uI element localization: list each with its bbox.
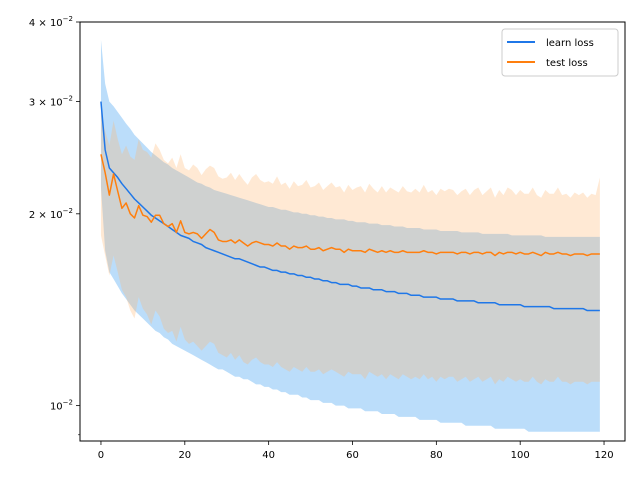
line-test-loss — [100, 154, 600, 257]
legend: learn loss test loss — [501, 28, 619, 77]
x-tick-label: 0 — [98, 450, 104, 461]
x-tick-label: 40 — [262, 450, 275, 461]
y-tick-label: 4 × 10−2 — [29, 15, 73, 29]
y-tick-label: 2 × 10−2 — [29, 207, 73, 221]
band-test-loss — [100, 110, 600, 385]
x-tick-label: 120 — [594, 450, 613, 461]
legend-label-test-loss: test loss — [546, 58, 588, 69]
x-axis-ticks: 0 20 40 60 80 100 120 — [98, 441, 614, 461]
x-tick-label: 20 — [178, 450, 191, 461]
y-tick-label: 10−2 — [50, 399, 73, 413]
legend-label-learn-loss: learn loss — [546, 38, 594, 49]
confidence-bands — [100, 39, 600, 432]
x-tick-label: 100 — [511, 450, 530, 461]
x-tick-label: 80 — [430, 450, 443, 461]
band-learn-loss — [100, 39, 600, 432]
x-tick-label: 60 — [346, 450, 359, 461]
y-tick-label: 3 × 10−2 — [29, 95, 73, 109]
y-axis-ticks: 10−2 2 × 10−2 3 × 10−2 4 × 10−2 — [29, 15, 80, 436]
series-lines — [100, 101, 600, 312]
legend-box — [501, 28, 619, 77]
line-learn-loss — [100, 101, 600, 312]
